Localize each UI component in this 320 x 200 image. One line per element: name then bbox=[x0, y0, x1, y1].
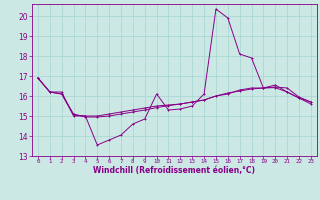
X-axis label: Windchill (Refroidissement éolien,°C): Windchill (Refroidissement éolien,°C) bbox=[93, 166, 255, 175]
